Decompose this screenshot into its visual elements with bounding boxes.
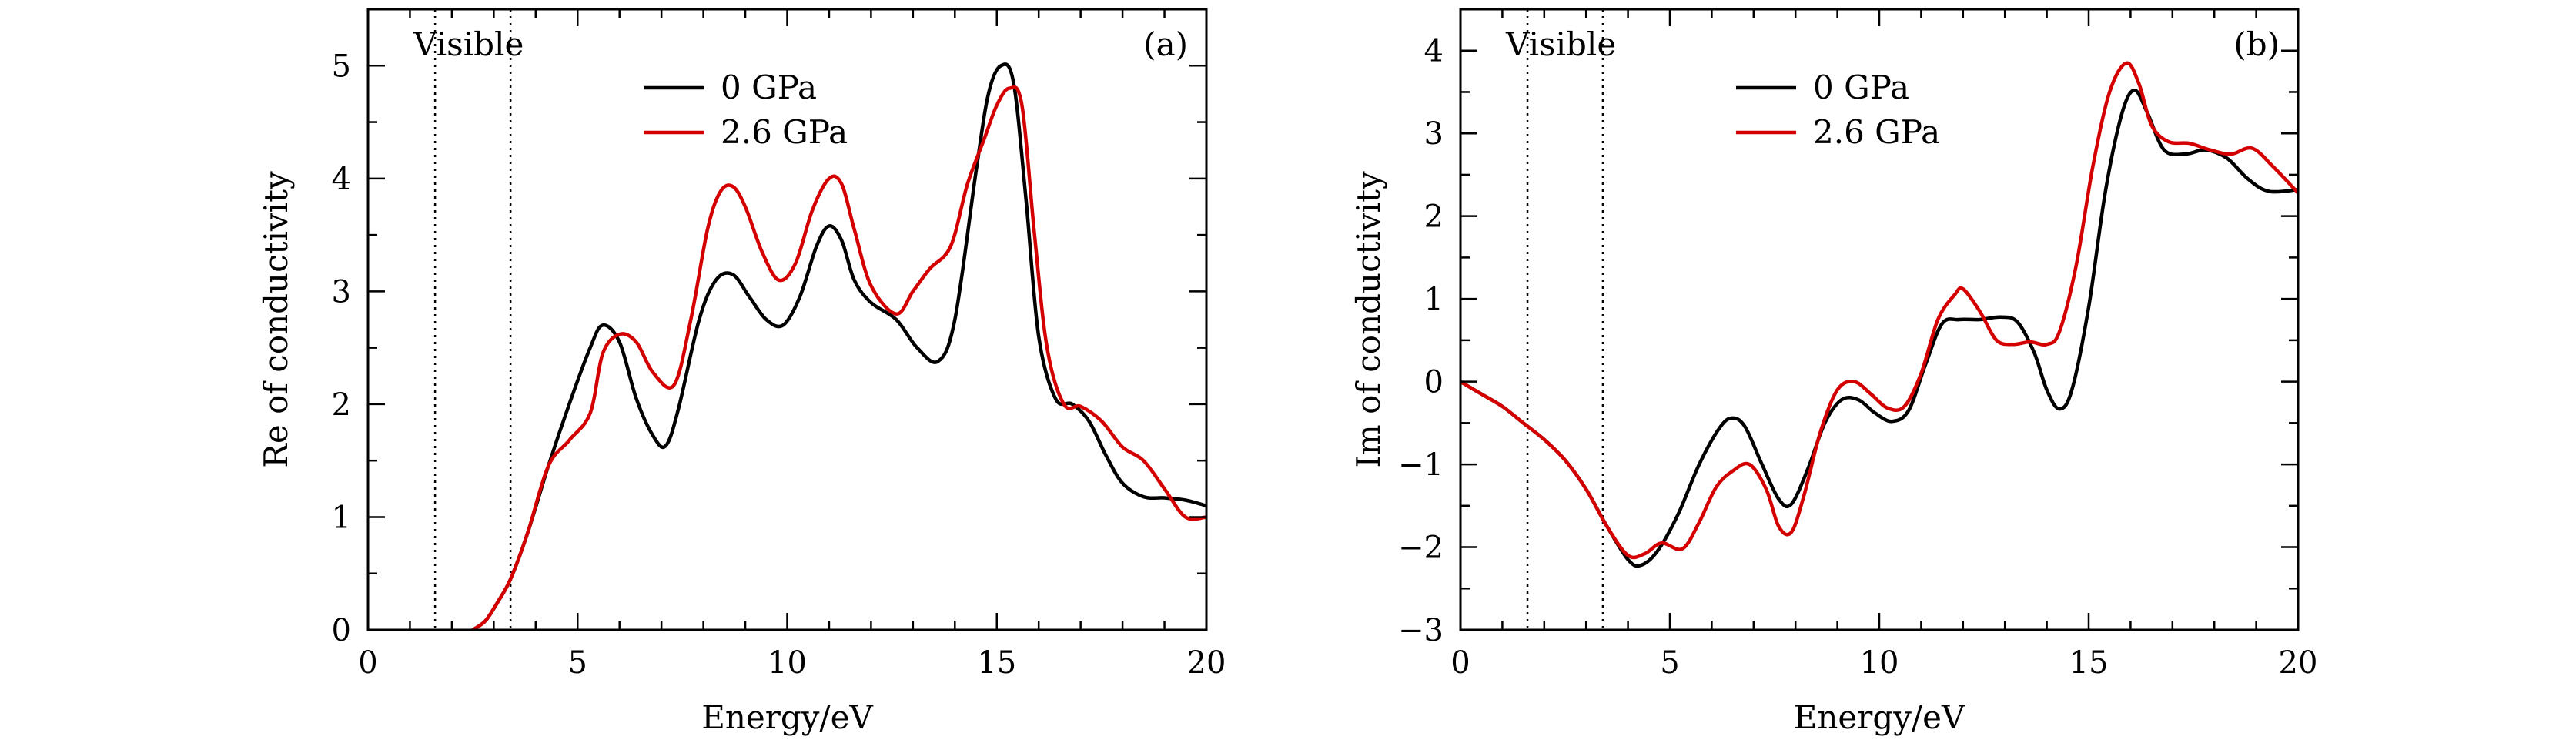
y-axis-title: Re of conductivity <box>257 171 295 468</box>
x-tick-label: 20 <box>2279 645 2318 681</box>
chart-panel-a: Visible 0 5 10 15 20 0 1 2 3 4 5 Energy/eV Re of cond… <box>257 8 1226 736</box>
x-tick-label: 10 <box>1860 645 1899 681</box>
y-tick-label: 0 <box>1424 365 1444 400</box>
y-tick-label: −2 <box>1398 531 1444 566</box>
series-line-0gpa <box>470 62 1206 630</box>
panel-label: (a) <box>1143 25 1188 63</box>
y-tick-label: 3 <box>332 274 351 310</box>
x-tick-label: 15 <box>2069 645 2109 681</box>
legend-label-0gpa: 0 GPa <box>721 69 817 106</box>
y-tick-label: 2 <box>1424 199 1444 235</box>
legend-label-2-6gpa: 2.6 GPa <box>1813 113 1940 151</box>
series-line-2-6gpa <box>1460 61 2298 560</box>
x-tick-label: 0 <box>1450 645 1470 681</box>
x-axis-title: Energy/eV <box>701 698 873 736</box>
visible-region-label: Visible <box>1505 25 1616 63</box>
y-tick-label: −3 <box>1398 613 1444 648</box>
x-tick-label: 5 <box>568 645 587 681</box>
series-line-2-6gpa <box>470 85 1206 630</box>
x-tick-label: 20 <box>1187 645 1226 681</box>
y-tick-label: 4 <box>1424 34 1444 69</box>
y-tick-label: −1 <box>1398 447 1444 483</box>
y-tick-label: 1 <box>332 500 351 535</box>
y-tick-label: 1 <box>1424 282 1444 317</box>
series-line-0gpa <box>1460 89 2298 568</box>
x-axis-title: Energy/eV <box>1794 698 1965 736</box>
legend-label-2-6gpa: 2.6 GPa <box>721 113 848 151</box>
y-tick-label: 3 <box>1424 116 1444 152</box>
chart-panel-b: Visible 0 5 10 15 20 −3 −2 −1 0 1 2 3 4 Energy/eV Im of… <box>1350 8 2318 736</box>
x-tick-label: 0 <box>358 645 377 681</box>
visible-region-label: Visible <box>413 25 524 63</box>
x-tick-label: 15 <box>977 645 1016 681</box>
x-tick-label: 5 <box>1660 645 1679 681</box>
legend-label-0gpa: 0 GPa <box>1813 69 1909 106</box>
y-tick-label: 4 <box>332 162 351 197</box>
x-tick-label: 10 <box>768 645 807 681</box>
y-tick-label: 5 <box>332 49 351 84</box>
y-tick-label: 2 <box>332 387 351 423</box>
y-tick-label: 0 <box>332 613 351 648</box>
panel-label: (b) <box>2233 25 2280 63</box>
y-axis-title: Im of conductivity <box>1350 171 1387 468</box>
